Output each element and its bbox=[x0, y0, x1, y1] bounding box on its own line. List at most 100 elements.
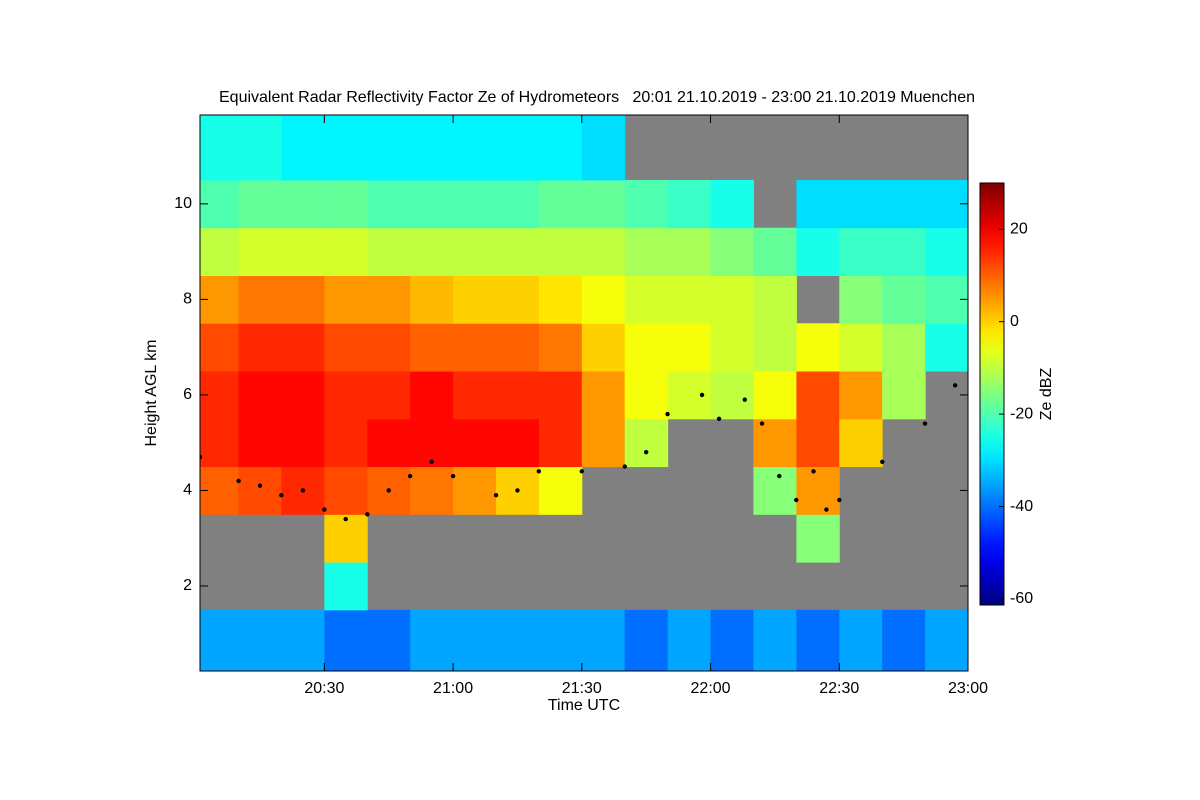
cell bbox=[367, 418, 411, 468]
y-tick-label: 10 bbox=[174, 195, 192, 212]
colorbar bbox=[979, 182, 1005, 606]
melting-layer-point bbox=[322, 507, 327, 512]
x-axis-label: Time UTC bbox=[548, 697, 620, 714]
cell bbox=[367, 115, 411, 181]
cell bbox=[410, 609, 454, 671]
plot-frame bbox=[199, 114, 969, 672]
cell bbox=[624, 418, 669, 468]
cell bbox=[367, 275, 411, 324]
cell bbox=[410, 179, 454, 229]
cell bbox=[324, 562, 368, 611]
melting-layer-point bbox=[365, 512, 370, 517]
melting-layer-point bbox=[515, 488, 520, 493]
cell bbox=[238, 179, 282, 229]
cell bbox=[796, 609, 840, 671]
cell bbox=[453, 371, 497, 420]
cell bbox=[367, 371, 411, 420]
cell bbox=[538, 371, 583, 420]
cell bbox=[538, 179, 583, 229]
cell bbox=[495, 179, 540, 229]
cell bbox=[410, 371, 454, 420]
cell bbox=[281, 227, 325, 276]
cell bbox=[410, 115, 454, 181]
colorbar-tick-label: 0 bbox=[1010, 313, 1019, 330]
cell bbox=[410, 466, 454, 515]
cell bbox=[453, 609, 497, 671]
cell bbox=[624, 179, 669, 229]
cell bbox=[581, 275, 626, 324]
cell bbox=[538, 323, 583, 372]
cell bbox=[753, 609, 797, 671]
melting-layer-point bbox=[699, 392, 705, 398]
cell bbox=[238, 371, 282, 420]
cell bbox=[200, 418, 239, 468]
cell bbox=[324, 609, 368, 671]
melting-layer-point bbox=[880, 459, 885, 464]
cell bbox=[495, 115, 540, 181]
cell bbox=[839, 418, 883, 468]
melting-layer-point bbox=[622, 464, 628, 469]
cell bbox=[581, 418, 626, 468]
melting-layer-point bbox=[450, 473, 456, 479]
colorbar-tick-label: 20 bbox=[1010, 220, 1028, 237]
cell bbox=[495, 418, 540, 468]
cell bbox=[238, 609, 282, 671]
melting-layer-point bbox=[824, 507, 829, 512]
melting-layer-point bbox=[952, 383, 958, 388]
plot-layer bbox=[200, 115, 968, 671]
cell bbox=[324, 418, 368, 468]
cell bbox=[839, 179, 883, 229]
cell bbox=[495, 609, 540, 671]
cell bbox=[796, 179, 840, 229]
cell bbox=[710, 323, 754, 372]
cell bbox=[538, 418, 583, 468]
cell bbox=[238, 275, 282, 324]
cell bbox=[495, 275, 540, 324]
cell bbox=[324, 371, 368, 420]
cell bbox=[581, 227, 626, 276]
cell bbox=[753, 371, 797, 420]
cell bbox=[324, 323, 368, 372]
cell bbox=[324, 275, 368, 324]
cell bbox=[281, 323, 325, 372]
cell bbox=[367, 227, 411, 276]
cell bbox=[882, 371, 926, 420]
cell bbox=[839, 227, 883, 276]
melting-layer-point bbox=[777, 473, 782, 479]
cell bbox=[839, 609, 883, 671]
melting-layer-point bbox=[386, 488, 391, 493]
cell bbox=[796, 371, 840, 420]
cell bbox=[796, 466, 840, 515]
melting-layer-point bbox=[257, 483, 263, 488]
cell bbox=[200, 115, 239, 181]
cell bbox=[925, 323, 968, 372]
cell bbox=[281, 418, 325, 468]
cell bbox=[367, 323, 411, 372]
cell bbox=[324, 466, 368, 515]
x-tick-label: 23:00 bbox=[948, 680, 988, 697]
cell bbox=[238, 227, 282, 276]
melting-layer-point bbox=[300, 488, 306, 493]
cell bbox=[281, 179, 325, 229]
cell bbox=[453, 275, 497, 324]
cell bbox=[667, 179, 712, 229]
cell bbox=[453, 466, 497, 515]
cell bbox=[538, 227, 583, 276]
cell bbox=[882, 179, 926, 229]
cell bbox=[753, 227, 797, 276]
colorbar-tick-label: -20 bbox=[1010, 405, 1033, 422]
cell bbox=[667, 323, 712, 372]
cell bbox=[710, 179, 754, 229]
cell bbox=[200, 323, 239, 372]
cell bbox=[281, 115, 325, 181]
cell bbox=[581, 115, 626, 181]
cell bbox=[581, 609, 626, 671]
cell bbox=[882, 227, 926, 276]
melting-layer-point bbox=[236, 478, 241, 484]
cell bbox=[710, 275, 754, 324]
melting-layer-point bbox=[579, 469, 585, 474]
cell bbox=[667, 609, 712, 671]
cell bbox=[324, 514, 368, 563]
melting-layer-point bbox=[665, 411, 670, 417]
cell bbox=[667, 371, 712, 420]
